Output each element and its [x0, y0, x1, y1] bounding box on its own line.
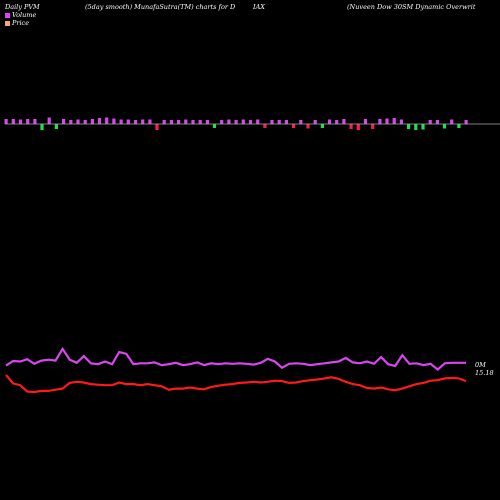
volume-bar — [112, 118, 116, 124]
legend-label-price: Price — [12, 19, 30, 27]
volume-bar — [11, 119, 15, 124]
volume-bar — [435, 120, 439, 124]
volume-bar — [162, 120, 166, 124]
volume-bar — [4, 119, 8, 124]
volume-bar — [33, 119, 37, 124]
volume-bar — [169, 120, 173, 124]
volume-bar — [270, 120, 274, 124]
price-line — [5, 374, 467, 394]
volume-bar — [363, 119, 368, 124]
volume-bar — [464, 120, 468, 124]
volume-bar — [313, 120, 317, 124]
volume-bar — [284, 120, 288, 124]
volume-bar — [126, 119, 130, 124]
volume-bar — [378, 119, 382, 124]
volume-bar — [320, 124, 324, 128]
volume-bar — [177, 120, 181, 124]
volume-bar — [69, 120, 73, 124]
volume-bar — [349, 124, 353, 129]
volume-bar — [18, 119, 23, 124]
volume-bar — [256, 119, 260, 124]
volume-bar — [155, 124, 159, 130]
volume-bar — [356, 124, 360, 130]
volume-bar — [414, 124, 418, 130]
volume-bar — [327, 119, 332, 124]
volume-bar — [141, 119, 145, 124]
volume-bar — [342, 119, 346, 124]
volume-bar — [119, 119, 123, 124]
volume-bar — [97, 118, 102, 124]
volume-bar — [399, 119, 403, 124]
volume-bar — [40, 124, 44, 130]
volume-bar — [306, 124, 310, 129]
legend-item-volume: Volume — [5, 11, 36, 19]
volume-bar — [299, 120, 303, 124]
volume-bar — [62, 119, 66, 124]
legend-item-price: Price — [5, 19, 29, 27]
volume-bar — [234, 120, 238, 124]
volume-bar — [90, 119, 94, 124]
volume-bar — [184, 119, 188, 124]
volume-bar — [263, 124, 267, 128]
volume-bar — [47, 117, 51, 124]
volume-bar — [442, 124, 447, 129]
volume-bar — [133, 120, 138, 124]
volume-bar — [457, 124, 461, 128]
volume-bar — [385, 118, 389, 124]
volume-bar — [292, 124, 296, 128]
volume-bar — [54, 124, 58, 129]
chart-title-left: Daily PVM — [5, 3, 40, 11]
volume-bar — [227, 119, 231, 124]
chart-title-mid: (5day smooth) MunafaSutra(TM) charts for… — [85, 3, 236, 11]
volume-bar — [428, 120, 432, 124]
volume-line — [5, 346, 466, 372]
volume-bar — [191, 120, 195, 124]
volume-bar — [371, 124, 375, 129]
volume-bar — [241, 119, 245, 124]
volume-bar — [248, 120, 253, 124]
volume-bar — [220, 120, 224, 124]
volume-bar — [277, 120, 281, 124]
volume-bar — [76, 119, 80, 124]
chart-title-right: (Nuveen Dow 30SM Dynamic Overwrit — [347, 3, 476, 11]
volume-bar — [392, 118, 396, 124]
volume-bar — [212, 124, 217, 128]
volume-bar — [148, 119, 152, 124]
legend-label-volume: Volume — [12, 11, 37, 19]
volume-bar — [205, 120, 209, 124]
volume-bar — [421, 124, 425, 130]
volume-bar — [407, 124, 411, 129]
volume-bars — [4, 117, 468, 130]
volume-bar — [83, 120, 87, 124]
price-value-label: 15.18 — [475, 369, 494, 377]
volume-bar — [198, 120, 202, 124]
chart-title-ticker: IAX — [253, 3, 265, 11]
volume-bar — [26, 119, 30, 124]
volume-value-label: 0M — [475, 361, 486, 369]
volume-bar — [105, 117, 109, 124]
volume-bar — [450, 119, 454, 124]
legend-swatch-volume — [5, 12, 10, 18]
legend-swatch-price — [5, 20, 10, 26]
volume-bar — [335, 120, 339, 124]
